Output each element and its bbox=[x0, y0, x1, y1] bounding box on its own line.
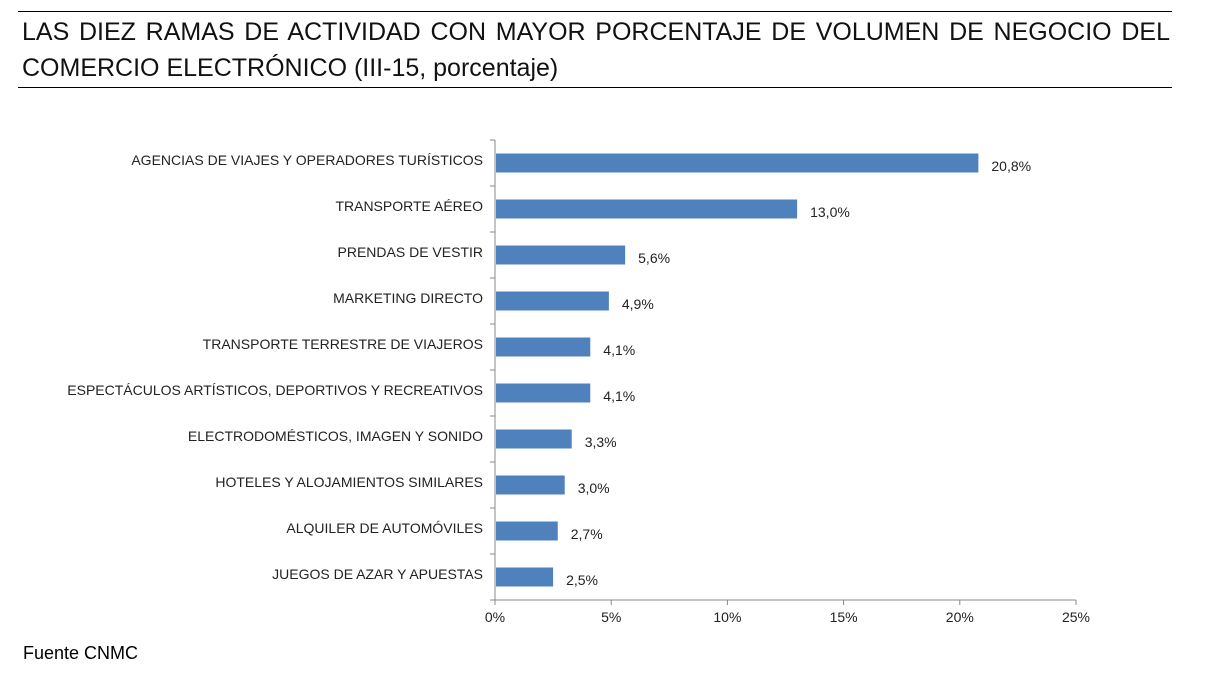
bar bbox=[496, 429, 572, 449]
bar bbox=[496, 153, 979, 173]
bar bbox=[496, 337, 591, 357]
title-top-rule bbox=[18, 11, 1172, 12]
title-bottom-rule bbox=[18, 87, 1172, 88]
source-note: Fuente CNMC bbox=[23, 643, 139, 663]
bar bbox=[496, 383, 591, 403]
category-label: ELECTRODOMÉSTICOS, IMAGEN Y SONIDO bbox=[188, 428, 483, 444]
category-label: HOTELES Y ALOJAMIENTOS SIMILARES bbox=[215, 474, 483, 490]
category-label: TRANSPORTE TERRESTRE DE VIAJEROS bbox=[203, 336, 483, 352]
data-label: 3,3% bbox=[585, 434, 617, 450]
bar bbox=[496, 475, 565, 495]
category-label: AGENCIAS DE VIAJES Y OPERADORES TURÍSTIC… bbox=[131, 152, 483, 168]
x-tick-label: 20% bbox=[946, 609, 974, 625]
bar bbox=[496, 291, 609, 311]
x-tick-label: 5% bbox=[601, 609, 621, 625]
data-label: 2,5% bbox=[566, 572, 598, 588]
bar bbox=[496, 199, 798, 219]
data-label: 4,1% bbox=[603, 342, 635, 358]
data-label: 13,0% bbox=[810, 204, 850, 220]
category-label: ALQUILER DE AUTOMÓVILES bbox=[286, 520, 483, 536]
category-label: MARKETING DIRECTO bbox=[333, 290, 483, 306]
x-tick-label: 0% bbox=[485, 609, 505, 625]
x-tick-label: 25% bbox=[1062, 609, 1090, 625]
data-label: 20,8% bbox=[991, 158, 1031, 174]
data-label: 3,0% bbox=[578, 480, 610, 496]
x-tick-label: 10% bbox=[713, 609, 741, 625]
data-label: 4,9% bbox=[622, 296, 654, 312]
bar bbox=[496, 567, 554, 587]
data-label: 5,6% bbox=[638, 250, 670, 266]
chart-title: LAS DIEZ RAMAS DE ACTIVIDAD CON MAYOR PO… bbox=[22, 18, 1170, 82]
category-label: ESPECTÁCULOS ARTÍSTICOS, DEPORTIVOS Y RE… bbox=[67, 382, 483, 398]
x-tick-label: 15% bbox=[830, 609, 858, 625]
bar bbox=[496, 521, 558, 541]
data-label: 2,7% bbox=[571, 526, 603, 542]
category-label: PRENDAS DE VESTIR bbox=[338, 244, 483, 260]
category-label: JUEGOS DE AZAR Y APUESTAS bbox=[272, 566, 483, 582]
bar bbox=[496, 245, 626, 265]
data-label: 4,1% bbox=[603, 388, 635, 404]
category-label: TRANSPORTE AÉREO bbox=[335, 198, 483, 214]
